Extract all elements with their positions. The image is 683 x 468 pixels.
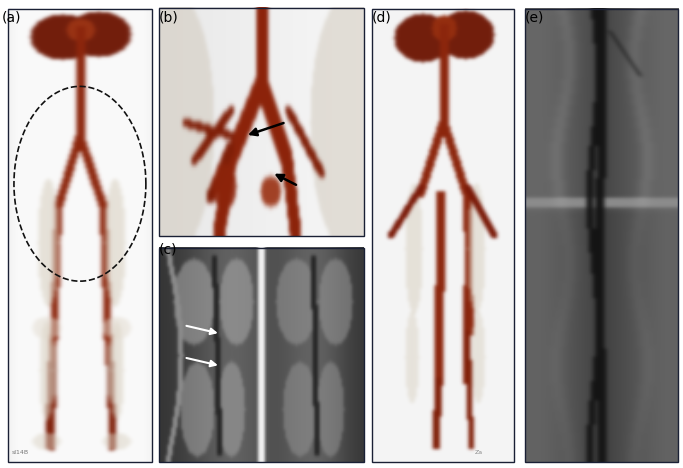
Bar [372,9,514,462]
Text: Za: Za [475,450,483,455]
Text: (a): (a) [2,10,22,24]
Text: (b): (b) [159,10,179,24]
Bar [159,8,364,236]
Text: sl14B: sl14B [12,450,29,455]
Text: (e): (e) [525,10,544,24]
Text: (d): (d) [372,10,392,24]
Text: (c): (c) [159,242,178,256]
Bar [8,9,152,462]
Bar [8,9,152,462]
Bar [159,248,364,462]
Bar [525,9,678,462]
